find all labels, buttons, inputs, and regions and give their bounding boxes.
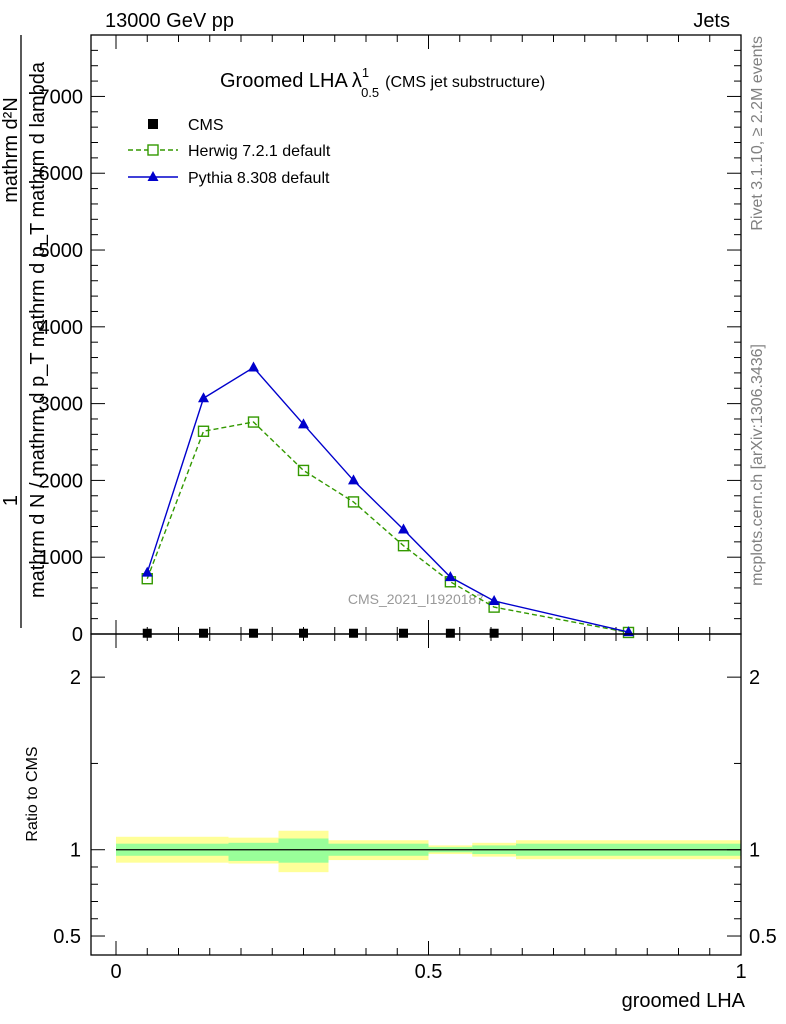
y-tick-label: 5000 [39, 240, 84, 262]
ratio-ylabel: Ratio to CMS [24, 746, 41, 841]
y-tick-label: 7000 [39, 86, 84, 108]
chart-title-text: Groomed LHA [220, 70, 348, 92]
y-tick-label: 6000 [39, 163, 84, 185]
data-point-cms [399, 628, 408, 638]
header-energy: 13000 GeV pp [105, 10, 234, 32]
stat-uncertainty-band [278, 838, 329, 863]
main-panel: 0 1000 2000 3000 4000 5000 6000 7000 CMS_2021_I… [39, 34, 742, 646]
data-point-herwig [397, 539, 410, 552]
legend-label: Herwig 7.2.1 default [188, 143, 331, 160]
main-series [141, 361, 635, 639]
x-tick-label: 1 [735, 961, 746, 983]
data-point-herwig [297, 464, 310, 477]
main-axes: 0 1000 2000 3000 4000 5000 6000 7000 [39, 34, 742, 646]
chart-title-suffix: (CMS jet substructure) [385, 74, 545, 91]
ratio-y-tick-label-right: 2 [749, 667, 760, 689]
series-line-1 [146, 421, 629, 634]
data-point-pythia [488, 594, 500, 605]
ratio-y-tick-label-right: 1 [749, 840, 760, 862]
ratio-frame [90, 633, 742, 956]
xlabel: groomed LHA [622, 990, 746, 1012]
ratio-y-tick-label: 1 [70, 840, 81, 862]
ratio-panel: 0.5 0.51 12 20 0.5 1 [53, 633, 777, 983]
x-tick-label: 0 [110, 961, 121, 983]
rivet-label: Rivet 3.1.10, ≥ 2.2M events [749, 36, 766, 231]
data-point-pythia [141, 566, 153, 577]
x-tick-label: 0.5 [415, 961, 443, 983]
chart-title-symbol: λ [352, 70, 362, 92]
watermark: CMS_2021_I1920187 [348, 591, 484, 607]
y-tick-label: 0 [72, 624, 83, 646]
data-point-herwig [247, 416, 260, 428]
chart-title-sup: 1 [362, 65, 369, 80]
data-point-herwig [347, 496, 360, 508]
ratio-bands [116, 830, 741, 873]
data-point-cms [489, 628, 499, 638]
stat-uncertainty-band [228, 842, 279, 861]
data-point-pythia [444, 571, 456, 582]
ratio-y-tick-label: 2 [70, 667, 81, 689]
chart-title-sub: 0.5 [361, 85, 379, 100]
data-point-pythia [398, 523, 409, 534]
legend-label: Pythia 8.308 default [188, 170, 330, 187]
y-tick-label: 2000 [39, 470, 84, 492]
legend-marker [147, 144, 159, 156]
chart-title: Groomed LHA λ1 0.5 (CMS jet substructure) [220, 65, 545, 100]
ylabel-numerator: mathrm d²N [0, 97, 22, 203]
ratio-y-tick-label: 0.5 [53, 926, 81, 948]
data-point-cms [299, 628, 308, 638]
ratio-y-tick-label-right: 0.5 [749, 926, 777, 948]
data-point-pythia [248, 361, 259, 372]
y-tick-label: 3000 [39, 394, 84, 416]
legend-marker [148, 119, 158, 129]
data-point-pythia [298, 418, 309, 429]
header-category: Jets [693, 10, 730, 32]
main-ylabel: 1 mathrm d²N mathrm d N / mathrm d p_T m… [0, 35, 49, 628]
ratio-axes: 0.5 0.51 12 20 0.5 1 [53, 633, 777, 983]
data-point-cms [249, 628, 258, 638]
y-tick-label: 4000 [39, 317, 84, 339]
ylabel-prefix: 1 [0, 495, 22, 506]
mcplots-label: mcplots.cern.ch [arXiv:1306.3436] [749, 344, 766, 586]
data-point-cms [445, 628, 455, 638]
data-point-pythia [348, 474, 359, 485]
legend-label: CMS [188, 117, 224, 134]
legend-marker [147, 171, 159, 181]
data-point-cms [142, 628, 152, 638]
data-point-cms [349, 628, 358, 638]
ylabel-denominator: mathrm d N / mathrm d p_T mathrm d p_T m… [27, 61, 49, 598]
y-tick-label: 1000 [39, 547, 84, 569]
data-point-pythia [198, 392, 209, 403]
data-point-cms [199, 628, 208, 638]
legend: CMS Herwig 7.2.1 default Pythia 8.308 defa… [128, 117, 331, 187]
data-point-herwig [197, 425, 210, 437]
